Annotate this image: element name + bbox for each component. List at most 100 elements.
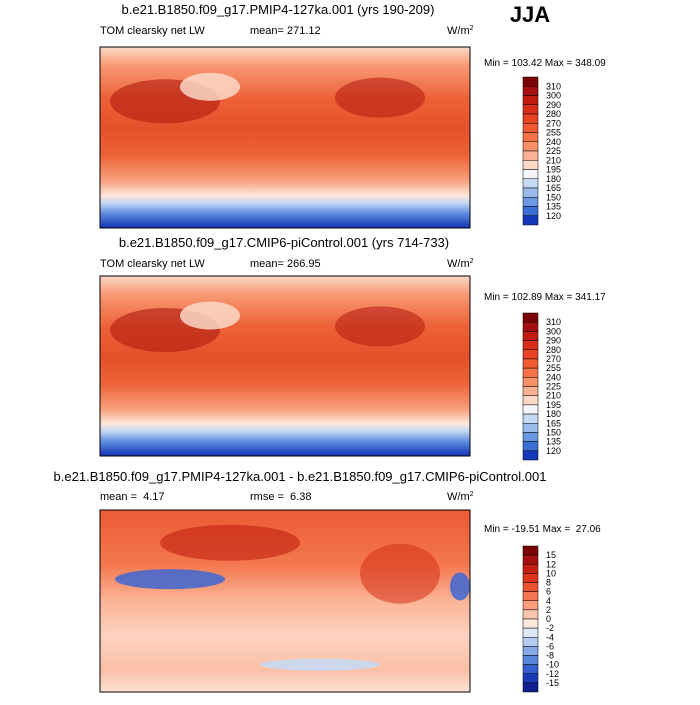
colorbar-label: 120 [546,211,561,221]
colorbar-box [522,432,539,442]
colorbar-box [522,673,539,684]
colorbar-box [522,321,539,332]
units-sup: 2 [470,25,474,32]
cool-region [180,301,240,330]
colorbar-box [522,95,539,105]
colorbar-label: 120 [546,446,561,456]
colorbar-box [522,349,539,360]
colorbar-box [522,627,539,638]
panel-title: b.e21.B1850.f09_g17.PMIP4-127ka.001 - b.… [54,469,547,484]
map-field [100,276,470,456]
colorbar-label: 180 [546,409,561,419]
colorbar-label: 135 [546,437,561,447]
units-label: W/m2 [447,258,474,270]
cool-region [180,72,240,101]
colorbar-label: -4 [546,632,554,642]
colorbar-box [522,104,539,115]
colorbar-label: -2 [546,623,554,633]
colorbar-box [522,404,539,415]
colorbar-label: 310 [546,81,561,91]
colorbar-box [522,609,539,620]
units-label: W/m2 [447,25,474,37]
panel-title: b.e21.B1850.f09_g17.CMIP6-piControl.001 … [119,235,449,250]
colorbar-label: 150 [546,427,561,437]
colorbar-label: 210 [546,155,561,165]
colorbar-box [522,377,539,387]
colorbar-label: 6 [546,587,551,597]
colorbar-box [522,215,539,226]
colorbar-box [522,169,539,179]
colorbar-box [522,123,539,133]
colorbar-label: 165 [546,418,561,428]
units: W/m [447,491,470,503]
min-max-label: Min = 102.89 Max = 341.17 [484,292,606,303]
colorbar-label: 300 [546,91,561,101]
colorbar-label: -8 [546,651,554,661]
min-max-label: Min = 103.42 Max = 348.09 [484,58,606,69]
units: W/m [447,25,470,37]
colorbar-box [522,655,539,665]
colorbar-label: 2 [546,605,551,615]
colorbar-label: -12 [546,669,559,679]
colorbar-label: 150 [546,192,561,202]
stat-label: mean= 271.12 [250,25,321,37]
colorbar-label: 0 [546,614,551,624]
colorbar-box [522,331,539,341]
colorbar-label: 135 [546,202,561,212]
colorbar-box [522,591,539,601]
colorbar-label: 310 [546,317,561,327]
colorbar-box [522,132,539,142]
colorbar-box [522,86,539,96]
colorbar-label: 290 [546,336,561,346]
colorbar-label: 210 [546,391,561,401]
colorbar-box [522,76,539,87]
colorbar-box [522,664,539,674]
colorbar-box [522,395,539,406]
units-sup: 2 [470,491,474,498]
map-frame [99,509,471,693]
variable-label: TOM clearsky net LW [100,25,205,37]
colorbar-box [522,646,539,656]
colorbar-box [522,682,539,693]
colorbar-label: -6 [546,641,554,651]
colorbar-label: 240 [546,137,561,147]
colorbar-label: 8 [546,578,551,588]
warm-region [335,77,425,118]
panel-title: b.e21.B1850.f09_g17.PMIP4-127ka.001 (yrs… [122,2,435,17]
colorbar-box [522,554,539,565]
stat-label: mean = 4.17 [100,491,165,503]
colorbar-box [522,113,539,124]
colorbar-label: 195 [546,400,561,410]
colorbar-box [522,545,539,556]
colorbar-label: 10 [546,568,556,578]
colorbar-label: 270 [546,354,561,364]
colorbar-box [522,160,539,170]
colorbar-label: 270 [546,118,561,128]
min-max-label: Min = -19.51 Max = 27.06 [484,524,601,535]
cool-region [260,658,380,671]
colorbar-label: 225 [546,382,561,392]
map-frame [99,46,471,229]
colorbar-label: 225 [546,146,561,156]
colorbar-box [522,197,539,207]
colorbar-label: 15 [546,550,556,560]
colorbar-box [522,367,539,378]
colorbar-box [522,423,539,433]
stat-label: rmse = 6.38 [250,491,311,503]
warm-region [160,524,300,561]
map-field [100,47,470,228]
colorbar-box [522,450,539,461]
colorbar-box [522,413,539,424]
colorbar-box [522,582,539,592]
warm-region [335,306,425,347]
colorbar-label: 255 [546,363,561,373]
season-label: JJA [510,2,550,27]
colorbar-label: 300 [546,326,561,336]
cold-region [450,572,470,601]
units-sup: 2 [470,258,474,265]
colorbar-label: 240 [546,372,561,382]
colorbar-box [522,178,539,189]
map-frame [99,275,471,457]
colorbar-label: 4 [546,596,551,606]
